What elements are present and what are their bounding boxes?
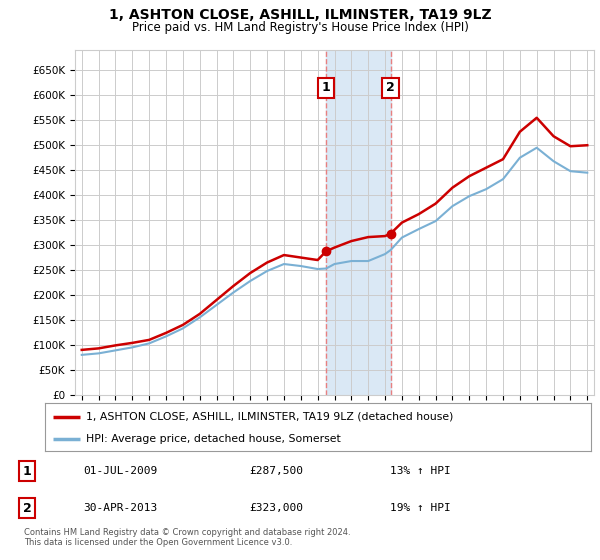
Bar [326, 50, 391, 395]
Text: 1: 1 [23, 465, 31, 478]
Text: 13% ↑ HPI: 13% ↑ HPI [389, 466, 451, 476]
Text: 2: 2 [386, 81, 395, 94]
Text: £287,500: £287,500 [249, 466, 303, 476]
Text: 30-APR-2013: 30-APR-2013 [83, 503, 157, 513]
Text: 1: 1 [322, 81, 331, 94]
Text: £323,000: £323,000 [249, 503, 303, 513]
Text: 2: 2 [23, 502, 31, 515]
Text: HPI: Average price, detached house, Somerset: HPI: Average price, detached house, Some… [86, 434, 341, 444]
Text: 1, ASHTON CLOSE, ASHILL, ILMINSTER, TA19 9LZ (detached house): 1, ASHTON CLOSE, ASHILL, ILMINSTER, TA19… [86, 412, 454, 422]
Text: 01-JUL-2009: 01-JUL-2009 [83, 466, 157, 476]
Text: Price paid vs. HM Land Registry's House Price Index (HPI): Price paid vs. HM Land Registry's House … [131, 21, 469, 34]
Text: Contains HM Land Registry data © Crown copyright and database right 2024.
This d: Contains HM Land Registry data © Crown c… [24, 528, 350, 547]
Text: 1, ASHTON CLOSE, ASHILL, ILMINSTER, TA19 9LZ: 1, ASHTON CLOSE, ASHILL, ILMINSTER, TA19… [109, 8, 491, 22]
Text: 19% ↑ HPI: 19% ↑ HPI [389, 503, 451, 513]
